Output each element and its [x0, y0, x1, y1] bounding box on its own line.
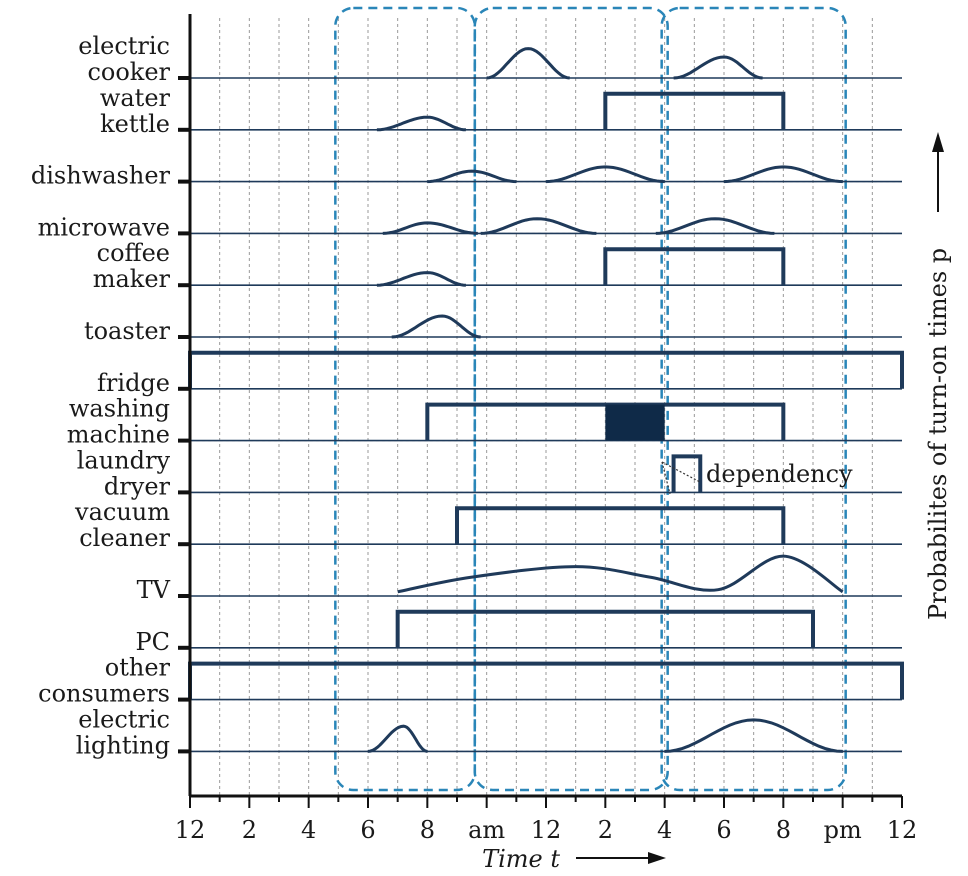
highlight-windows — [334, 6, 847, 792]
probability-bump — [376, 115, 466, 132]
x-tick-label: 6 — [360, 816, 375, 844]
probability-bump — [480, 217, 597, 235]
appliance-label: dishwasher — [31, 162, 171, 190]
series-layer — [188, 47, 904, 753]
appliance-label: water — [100, 84, 171, 112]
probability-bump — [664, 718, 843, 753]
appliance-label: microwave — [38, 213, 170, 241]
series-washing-machine — [190, 402, 902, 442]
appliance-label: washing — [69, 395, 170, 423]
probability-bump — [486, 47, 570, 80]
appliance-label: vacuum — [74, 498, 170, 526]
y-axis-title: Probabilites of turn-on times p — [924, 248, 952, 620]
x-tick-labels: 12 2 4 6 8 am 12 2 4 6 8 pm 12 — [175, 816, 918, 844]
series-toaster — [190, 314, 902, 339]
series-pc — [190, 609, 902, 649]
x-tick-label: 8 — [776, 816, 791, 844]
series-vacuum-cleaner — [190, 506, 902, 546]
probability-bump — [376, 271, 466, 287]
probability-bump — [723, 165, 843, 184]
probability-bump — [427, 169, 517, 184]
series-laundry-dryer — [190, 454, 902, 494]
appliance-label: other — [105, 654, 171, 682]
probability-bump — [367, 724, 428, 753]
highlight-window — [473, 6, 669, 792]
appliance-label: electric — [78, 32, 170, 60]
appliance-label: consumers — [38, 680, 170, 708]
appliance-label: electric — [78, 705, 170, 733]
appliance-label: cooker — [87, 58, 170, 86]
operating-window — [603, 247, 786, 286]
series-water-kettle — [190, 91, 902, 132]
grid-layer — [190, 18, 902, 796]
probability-curve — [397, 554, 844, 594]
operating-window — [455, 506, 786, 545]
appliance-label: coffee — [97, 239, 170, 267]
series-microwave — [190, 217, 902, 235]
dependency-label: dependency — [706, 460, 853, 488]
axes — [178, 14, 903, 808]
x-axis-arrow — [576, 852, 666, 864]
series-dishwasher — [190, 165, 902, 184]
x-tick-label: 4 — [657, 816, 672, 844]
series-coffee-maker — [190, 247, 902, 287]
probability-bump — [391, 314, 481, 339]
probability-bump — [655, 217, 775, 235]
operating-window — [671, 454, 703, 493]
x-tick-label: am — [468, 816, 505, 844]
dependency-annotation: dependency — [661, 460, 853, 495]
appliance-label: cleaner — [79, 524, 170, 552]
x-tick-label: 4 — [301, 816, 316, 844]
operating-window — [395, 609, 815, 648]
series-tv — [190, 554, 902, 597]
x-tick-label: pm — [824, 816, 862, 844]
x-tick-label: 12 — [175, 816, 206, 844]
appliance-label: machine — [67, 421, 170, 449]
series-fridge — [188, 350, 904, 390]
series-electric-cooker — [190, 47, 902, 80]
appliance-labels: electriccookerwaterkettledishwashermicro… — [31, 32, 171, 759]
dependency-block — [605, 404, 665, 441]
x-tick-label: 2 — [242, 816, 257, 844]
probability-bump — [673, 55, 763, 80]
x-tick-label: 6 — [716, 816, 731, 844]
highlight-window — [334, 6, 477, 792]
x-tick-label: 8 — [420, 816, 435, 844]
x-axis-title: Time t — [482, 845, 560, 873]
appliance-label: kettle — [100, 110, 170, 138]
x-tick-label: 12 — [887, 816, 918, 844]
appliance-label: PC — [135, 628, 170, 656]
appliance-label: lighting — [76, 731, 170, 759]
probability-bump — [545, 165, 665, 184]
x-tick-label: 12 — [531, 816, 562, 844]
appliance-label: TV — [137, 576, 171, 604]
appliance-label: fridge — [97, 369, 170, 397]
operating-window — [425, 402, 786, 441]
series-electric-lighting — [190, 718, 902, 753]
operating-window — [188, 350, 904, 389]
appliance-label: dryer — [104, 472, 171, 500]
appliance-label: maker — [93, 265, 171, 293]
x-tick-label: 2 — [598, 816, 613, 844]
operating-window — [603, 91, 786, 130]
probability-bump — [382, 221, 478, 235]
appliance-label: toaster — [84, 317, 171, 345]
y-axis-arrow — [932, 132, 944, 212]
highlight-window — [660, 6, 847, 792]
appliance-label: laundry — [77, 446, 171, 474]
